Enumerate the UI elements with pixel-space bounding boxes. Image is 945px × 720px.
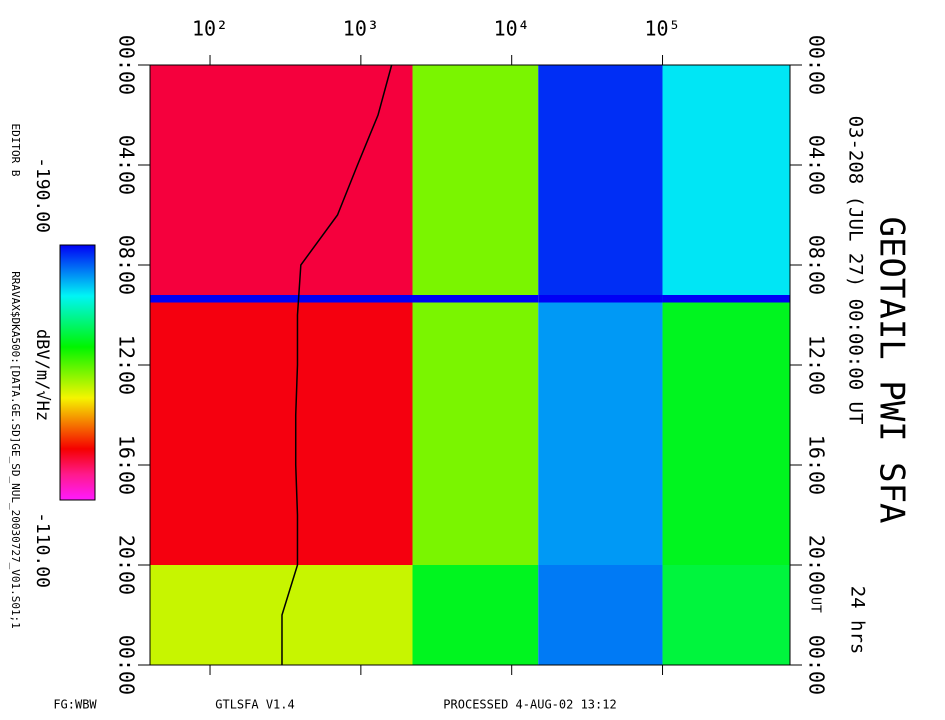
cell <box>150 295 413 303</box>
spectrogram <box>150 65 790 665</box>
y-tick-label: 08:00 <box>115 235 139 295</box>
y-tick-label: 00:00 <box>115 35 139 95</box>
cell <box>412 65 539 295</box>
y-tick-label: 04:00 <box>805 135 829 195</box>
y-tick-label: 16:00 <box>805 435 829 495</box>
cell <box>538 65 663 295</box>
y-tick-label: 08:00 <box>805 235 829 295</box>
y-tick-label: 16:00 <box>115 435 139 495</box>
colorbar <box>59 244 96 501</box>
file-label: RRAVAX$DKA500:[DATA.GE.SD]GE_SD_NUL_2003… <box>9 271 22 629</box>
footer-text: FG:WBW <box>53 698 97 712</box>
editor-label: EDITOR B <box>9 124 22 177</box>
cell <box>538 565 663 665</box>
cell <box>662 302 790 565</box>
y-tick-label: 00:00 <box>805 635 829 695</box>
x-tick-label: 10² <box>192 17 228 41</box>
cell <box>662 565 790 665</box>
trace-line <box>281 65 393 665</box>
cell <box>150 65 413 295</box>
cell <box>662 295 790 303</box>
y-tick-label: 00:00 <box>115 635 139 695</box>
cell <box>412 295 539 303</box>
duration-label: 24 hrs <box>847 586 869 655</box>
time-unit-label: UT <box>808 597 823 613</box>
cell <box>538 302 663 565</box>
footer-text: GTLSFA V1.4 <box>215 698 294 712</box>
axes: 10² 10³ 10⁴ 10⁵ 00:00 00:00 04:00 04:00 08:00 08:… <box>115 17 829 696</box>
footer-text: PROCESSED 4-AUG-02 13:12 <box>443 698 616 712</box>
y-tick-label: 12:00 <box>115 335 139 395</box>
y-tick-label: 12:00 <box>805 335 829 395</box>
colorbar-tick-label: -110.00 <box>32 512 53 588</box>
y-tick-label: 20:00 <box>805 535 829 595</box>
chart-title: GEOTAIL PWI SFA <box>872 216 912 523</box>
chart-subtitle: 03-208 (JUL 27) 00:00:00 UT <box>845 116 867 425</box>
cell <box>412 302 539 565</box>
x-tick-label: 10³ <box>343 17 379 41</box>
cell <box>538 295 663 303</box>
x-tick-label: 10⁴ <box>494 17 530 41</box>
colorbar-label: dBV/m/√Hz <box>32 329 52 421</box>
cell <box>150 302 413 565</box>
cell <box>412 565 539 665</box>
colorbar-tick-label: -190.00 <box>32 157 53 233</box>
cell <box>662 65 790 295</box>
x-tick-label: 10⁵ <box>644 17 680 41</box>
y-tick-label: 04:00 <box>115 135 139 195</box>
y-tick-label: 00:00 <box>805 35 829 95</box>
y-tick-label: 20:00 <box>115 535 139 595</box>
